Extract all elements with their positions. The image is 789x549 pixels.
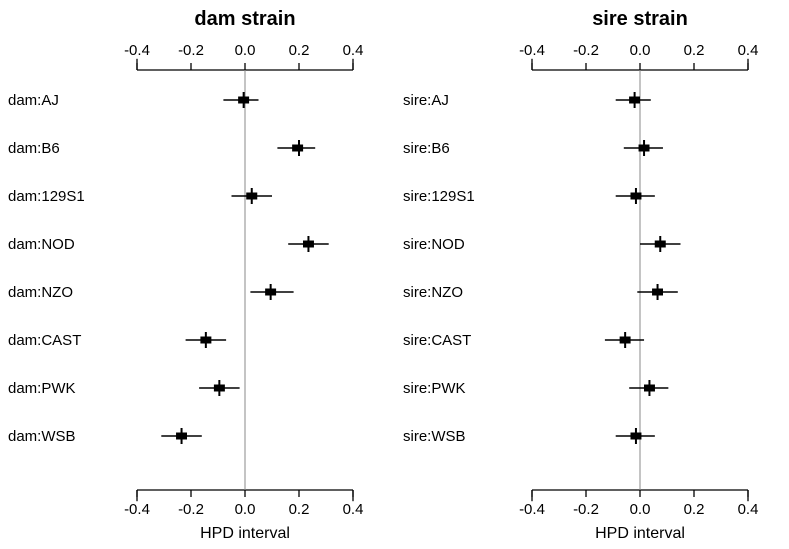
- row-label: dam:PWK: [8, 380, 76, 397]
- row-label: sire:CAST: [403, 332, 471, 349]
- bottom-tick-label: 0.0: [629, 501, 650, 518]
- row-label: dam:WSB: [8, 428, 76, 445]
- interval-marker: [623, 140, 662, 156]
- row-label: dam:129S1: [8, 188, 85, 205]
- panel-sire: sire strain -0.4 -0.4 -0.2 -0.2 0.0 0.0 0.2 0.2 0…: [395, 0, 789, 549]
- bottom-tick-label: -0.2: [573, 501, 599, 518]
- interval-marker: [232, 188, 273, 204]
- top-tick-label: -0.2: [178, 42, 204, 59]
- top-tick-label: 0.4: [737, 42, 758, 59]
- bottom-tick-label: 0.4: [343, 501, 364, 518]
- bottom-tick-label: -0.4: [124, 501, 150, 518]
- interval-marker: [615, 428, 654, 444]
- interval-marker: [640, 236, 681, 252]
- interval-marker: [637, 284, 678, 300]
- bottom-tick-label: 0.0: [235, 501, 256, 518]
- interval-marker: [604, 332, 643, 348]
- row-label: sire:129S1: [403, 188, 475, 205]
- figure: dam strain -0.4 -0.4 -0.2 -0.2 0.0 0.0 0.2 0.2 0.…: [0, 0, 789, 549]
- x-axis-title: HPD interval: [200, 525, 290, 542]
- top-tick-label: 0.0: [235, 42, 256, 59]
- row-label: sire:NOD: [403, 236, 465, 253]
- box-rect: [292, 145, 303, 152]
- bottom-tick-label: 0.4: [737, 501, 758, 518]
- row-label: sire:PWK: [403, 380, 466, 397]
- row-label: sire:NZO: [403, 284, 463, 301]
- interval-marker: [277, 140, 315, 156]
- row-label: dam:CAST: [8, 332, 81, 349]
- interval-marker: [161, 428, 202, 444]
- panel-sire-svg: sire strain -0.4 -0.4 -0.2 -0.2 0.0 0.0 0.2 0.2 0…: [395, 0, 789, 549]
- panel-title: sire strain: [592, 8, 688, 30]
- interval-marker: [288, 236, 329, 252]
- bottom-tick-label: 0.2: [289, 501, 310, 518]
- interval-marker: [186, 332, 227, 348]
- row-label: dam:B6: [8, 140, 60, 157]
- top-tick-label: 0.2: [289, 42, 310, 59]
- interval-marker: [629, 380, 668, 396]
- row-label: dam:NZO: [8, 284, 73, 301]
- bottom-tick-label: -0.4: [519, 501, 545, 518]
- interval-marker: [615, 188, 654, 204]
- interval-marker: [223, 92, 258, 108]
- row-label: dam:NOD: [8, 236, 75, 253]
- bottom-tick-label: -0.2: [178, 501, 204, 518]
- panel-dam: dam strain -0.4 -0.4 -0.2 -0.2 0.0 0.0 0.2 0.2 0.…: [0, 0, 395, 549]
- top-tick-label: -0.4: [124, 42, 150, 59]
- top-tick-label: 0.0: [629, 42, 650, 59]
- top-tick-label: 0.4: [343, 42, 364, 59]
- x-axis-title: HPD interval: [595, 525, 685, 542]
- row-label: sire:B6: [403, 140, 450, 157]
- panel-title: dam strain: [194, 8, 295, 30]
- interval-marker: [250, 284, 293, 300]
- row-label: sire:WSB: [403, 428, 466, 445]
- panel-dam-svg: dam strain -0.4 -0.4 -0.2 -0.2 0.0 0.0 0.2 0.2 0.…: [0, 0, 395, 549]
- top-tick-label: -0.2: [573, 42, 599, 59]
- top-tick-label: -0.4: [519, 42, 545, 59]
- row-label: sire:AJ: [403, 92, 449, 109]
- top-tick-label: 0.2: [683, 42, 704, 59]
- interval-marker: [199, 380, 240, 396]
- bottom-tick-label: 0.2: [683, 501, 704, 518]
- interval-marker: [615, 92, 650, 108]
- row-label: dam:AJ: [8, 92, 59, 109]
